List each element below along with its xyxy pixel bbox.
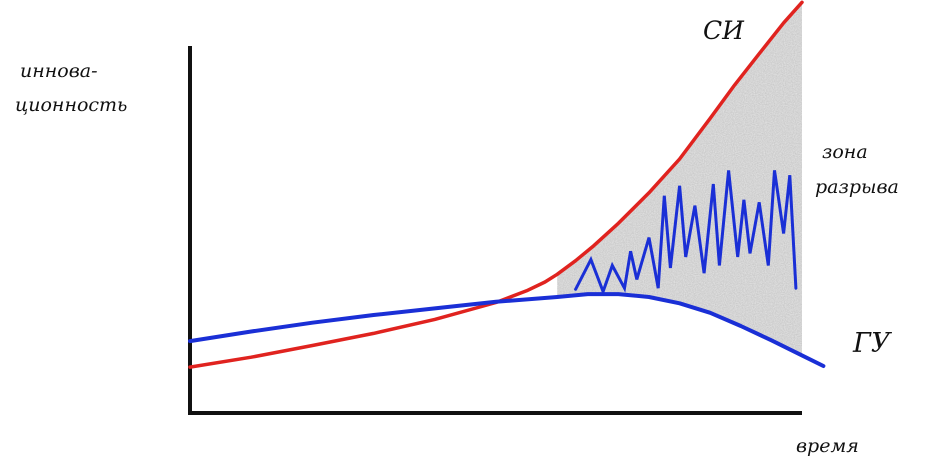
series-line-zigzag [574, 170, 798, 296]
series-label-si: СИ [703, 16, 745, 45]
y-axis-label-line-1: иннова- [20, 60, 98, 82]
series-line-si [188, 0, 804, 369]
x-axis-label: время [796, 435, 859, 457]
gap-zone-label-line-2: разрыва [815, 176, 899, 198]
y-axis-label-line-2: ционность [15, 94, 127, 116]
gap-zone-label-line-1: зона [822, 141, 868, 163]
series-label-gu: ГУ [852, 328, 893, 359]
gap-zone-shading [557, 2, 802, 356]
